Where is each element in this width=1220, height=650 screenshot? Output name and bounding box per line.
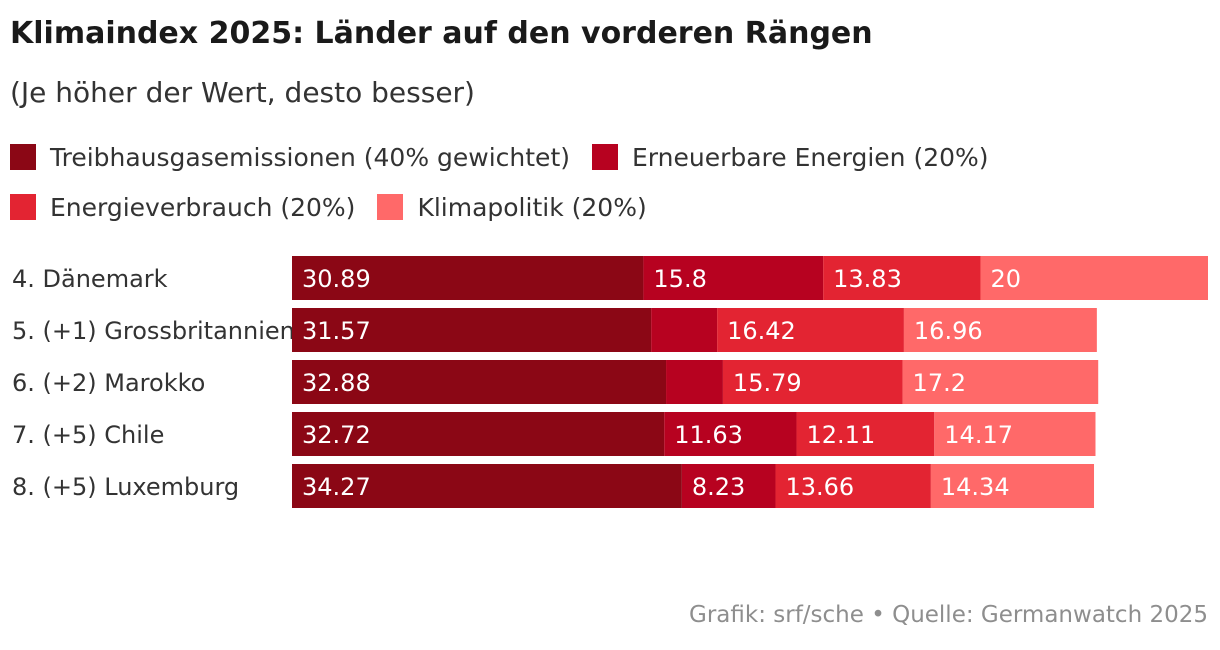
bar-segment [292, 412, 665, 456]
data-label: 31.57 [302, 317, 371, 345]
bar-segment [292, 256, 644, 300]
bar-segment [930, 464, 1095, 508]
data-label: 8.23 [692, 473, 745, 501]
legend-item-energieverbrauch: Energieverbrauch (20%) [10, 190, 355, 224]
data-label: 14.17 [944, 421, 1013, 449]
data-label: 32.72 [302, 421, 371, 449]
legend-swatch [377, 194, 404, 220]
data-label: 13.83 [833, 265, 902, 293]
data-label: 14.34 [941, 473, 1010, 501]
category-label: 4. Dänemark [12, 265, 168, 293]
bar-segment [681, 464, 776, 508]
chart-title: Klimaindex 2025: Länder auf den vorderen… [10, 16, 873, 51]
bar-segment [934, 412, 1096, 456]
legend-swatch [10, 144, 36, 170]
data-label: 16.96 [914, 317, 983, 345]
legend-label: Energieverbrauch (20%) [50, 192, 356, 222]
category-label: 6. (+2) Marokko [12, 369, 205, 397]
data-label: 16.42 [727, 317, 796, 345]
data-label: 13.66 [785, 473, 854, 501]
data-label: 11.63 [674, 421, 743, 449]
bar-segment [722, 360, 903, 404]
legend-label: Erneuerbare Energien (20%) [632, 142, 989, 172]
data-label: 15.79 [733, 369, 802, 397]
bar-segment [775, 464, 931, 508]
data-label: 17.2 [913, 369, 966, 397]
legend: Treibhausgasemissionen (40% gewichtet) E… [10, 140, 1160, 224]
data-label: 12.11 [807, 421, 876, 449]
data-label: 32.88 [302, 369, 371, 397]
bar-segment [292, 360, 667, 404]
category-label: 7. (+5) Chile [12, 421, 164, 449]
legend-label: Klimapolitik (20%) [417, 192, 647, 222]
legend-swatch [592, 144, 618, 170]
bar-segment [717, 308, 904, 352]
bar-segment [292, 308, 652, 352]
category-label: 5. (+1) Grossbritannien [12, 317, 295, 345]
data-label: 15.8 [653, 265, 706, 293]
legend-item-treibhausgasemissionen: Treibhausgasemissionen (40% gewichtet) [10, 140, 570, 174]
chart-subtitle: (Je höher der Wert, desto besser) [10, 76, 475, 109]
bar-segment [664, 412, 797, 456]
data-label: 34.27 [302, 473, 371, 501]
bar-segment [651, 308, 718, 352]
legend-label: Treibhausgasemissionen (40% gewichtet) [50, 142, 570, 172]
bar-segment [643, 256, 824, 300]
bar-segment [903, 308, 1097, 352]
legend-item-erneuerbare-energien: Erneuerbare Energien (20%) [592, 140, 989, 174]
category-label: 8. (+5) Luxemburg [12, 473, 239, 501]
legend-item-klimapolitik: Klimapolitik (20%) [377, 190, 647, 224]
bar-segment [823, 256, 981, 300]
source-note: Grafik: srf/sche • Quelle: Germanwatch 2… [689, 602, 1208, 628]
data-label: 30.89 [302, 265, 371, 293]
bar-segment [666, 360, 723, 404]
data-label: 20 [990, 265, 1021, 293]
bar-segment [980, 256, 1208, 300]
bar-segment [292, 464, 682, 508]
bar-segment [796, 412, 935, 456]
legend-swatch [10, 194, 36, 220]
bar-segment [902, 360, 1099, 404]
